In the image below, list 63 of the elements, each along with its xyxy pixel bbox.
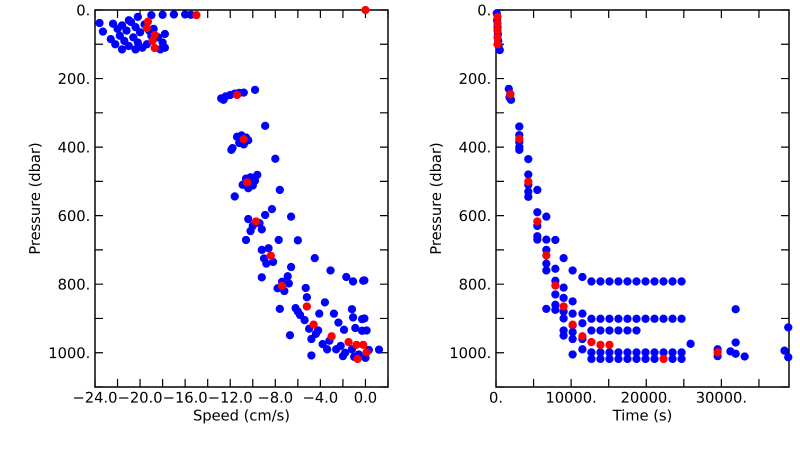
y-tick-label: 400. <box>459 142 490 153</box>
point <box>551 281 560 290</box>
y-tick-label: 600. <box>460 210 490 222</box>
x-tick-label: 0. <box>490 392 502 403</box>
point <box>309 320 318 329</box>
point <box>714 348 722 357</box>
point <box>192 11 201 20</box>
x-tick-label: −8.0 <box>259 392 292 403</box>
point <box>542 251 550 260</box>
point <box>344 338 353 346</box>
point <box>359 340 368 349</box>
point <box>328 332 336 340</box>
y-tick-label: 400. <box>58 142 89 153</box>
y-tick-label: 0. <box>478 4 490 16</box>
point <box>493 33 502 42</box>
point <box>361 6 370 14</box>
y-tick-label: 600. <box>58 210 89 222</box>
point <box>596 340 605 349</box>
point <box>266 252 275 260</box>
y-tick-label: 200. <box>58 73 89 84</box>
point <box>232 90 242 100</box>
x-tick-label: −12.0 <box>209 392 252 403</box>
y-tick-label: 1000. <box>450 347 490 358</box>
x-tick-label: −16.0 <box>164 392 207 403</box>
x-axis-title: Speed (cm/s) <box>194 409 289 424</box>
y-tick-label: 0. <box>77 4 89 16</box>
point <box>243 178 252 187</box>
point <box>148 36 157 45</box>
y-tick-label: 800. <box>58 278 89 290</box>
point <box>362 348 371 357</box>
point <box>252 217 260 226</box>
point <box>524 178 532 186</box>
x-tick-label: 20000. <box>622 392 670 403</box>
x-tick-label: −20.0 <box>119 392 162 403</box>
point <box>533 217 542 226</box>
point <box>150 44 159 52</box>
y-tick-label: 200. <box>460 73 490 84</box>
y-tick-label: 800. <box>460 278 490 290</box>
point <box>659 354 668 364</box>
point <box>587 338 596 346</box>
point <box>240 135 248 144</box>
point <box>142 24 151 32</box>
point <box>352 340 361 349</box>
y-axis-title: Pressure (dbar) <box>28 144 42 254</box>
point <box>353 354 362 364</box>
point <box>578 332 587 340</box>
point <box>493 20 502 28</box>
y-tick-label: 1000. <box>50 347 89 358</box>
point <box>278 282 286 290</box>
x-tick-label: −4.0 <box>304 392 338 403</box>
point <box>605 340 614 349</box>
x-tick-label: 0.0 <box>354 392 376 403</box>
point <box>559 302 568 311</box>
x-tick-label: −24.0 <box>74 392 116 403</box>
y-axis-title: Pressure (dbar) <box>430 144 443 254</box>
point <box>144 18 152 26</box>
x-tick-label: 30000. <box>696 392 746 403</box>
point <box>493 26 502 35</box>
point <box>302 302 311 311</box>
x-tick-label: 10000. <box>547 392 596 403</box>
x-axis-title: Time (s) <box>612 409 672 422</box>
point <box>493 12 502 21</box>
point <box>515 134 524 144</box>
